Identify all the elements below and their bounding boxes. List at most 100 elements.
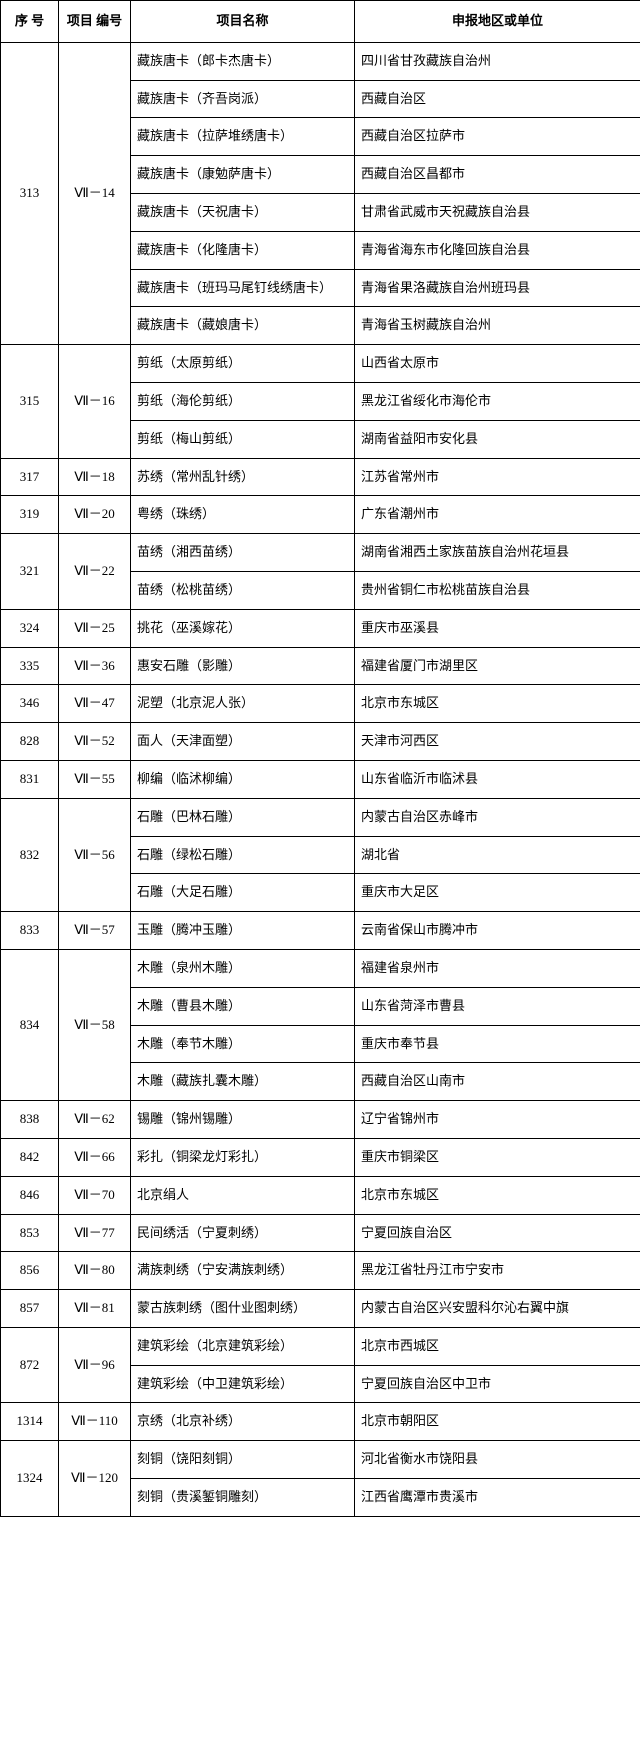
cell-name: 面人（天津面塑） [131, 723, 355, 761]
table-row: 831Ⅶ－55柳编（临沭柳编）山东省临沂市临沭县 [1, 760, 640, 798]
cell-seq: 315 [1, 345, 59, 458]
cell-name: 苗绣（松桃苗绣） [131, 571, 355, 609]
cell-name: 民间绣活（宁夏刺绣） [131, 1214, 355, 1252]
cell-seq: 319 [1, 496, 59, 534]
cell-name: 苏绣（常州乱针绣） [131, 458, 355, 496]
cell-name: 木雕（藏族扎囊木雕） [131, 1063, 355, 1101]
cell-seq: 872 [1, 1327, 59, 1403]
cell-code: Ⅶ－56 [59, 798, 131, 911]
cell-seq: 313 [1, 42, 59, 344]
table-row: 832Ⅶ－56石雕（巴林石雕）内蒙古自治区赤峰市 [1, 798, 640, 836]
cell-unit: 湖北省 [355, 836, 640, 874]
cell-code: Ⅶ－66 [59, 1138, 131, 1176]
cell-unit: 甘肃省武威市天祝藏族自治县 [355, 193, 640, 231]
cell-name: 建筑彩绘（中卫建筑彩绘） [131, 1365, 355, 1403]
table-row: 317Ⅶ－18苏绣（常州乱针绣）江苏省常州市 [1, 458, 640, 496]
cell-code: Ⅶ－36 [59, 647, 131, 685]
cell-code: Ⅶ－70 [59, 1176, 131, 1214]
table-header: 序 号 项目 编号 项目名称 申报地区或单位 [1, 1, 640, 43]
cell-name: 满族刺绣（宁安满族刺绣） [131, 1252, 355, 1290]
cell-unit: 山东省临沂市临沭县 [355, 760, 640, 798]
cell-name: 苗绣（湘西苗绣） [131, 534, 355, 572]
cell-code: Ⅶ－62 [59, 1101, 131, 1139]
cell-name: 剪纸（海伦剪纸） [131, 382, 355, 420]
cell-name: 剪纸（太原剪纸） [131, 345, 355, 383]
table-row: 1324Ⅶ－120刻铜（饶阳刻铜）河北省衡水市饶阳县 [1, 1441, 640, 1479]
table-row: 313Ⅶ－14藏族唐卡（郎卡杰唐卡）四川省甘孜藏族自治州 [1, 42, 640, 80]
cell-name: 柳编（临沭柳编） [131, 760, 355, 798]
col-unit: 申报地区或单位 [355, 1, 640, 43]
cell-seq: 857 [1, 1290, 59, 1328]
table-row: 872Ⅶ－96建筑彩绘（北京建筑彩绘）北京市西城区 [1, 1327, 640, 1365]
cell-name: 木雕（奉节木雕） [131, 1025, 355, 1063]
cell-code: Ⅶ－80 [59, 1252, 131, 1290]
cell-unit: 河北省衡水市饶阳县 [355, 1441, 640, 1479]
cell-name: 玉雕（腾冲玉雕） [131, 912, 355, 950]
cell-name: 木雕（泉州木雕） [131, 949, 355, 987]
cell-name: 藏族唐卡（齐吾岗派） [131, 80, 355, 118]
table-row: 838Ⅶ－62锡雕（锦州锡雕）辽宁省锦州市 [1, 1101, 640, 1139]
table-row: 321Ⅶ－22苗绣（湘西苗绣）湖南省湘西土家族苗族自治州花垣县 [1, 534, 640, 572]
cell-name: 刻铜（饶阳刻铜） [131, 1441, 355, 1479]
cell-name: 蒙古族刺绣（图什业图刺绣） [131, 1290, 355, 1328]
cell-unit: 福建省泉州市 [355, 949, 640, 987]
table-body: 313Ⅶ－14藏族唐卡（郎卡杰唐卡）四川省甘孜藏族自治州藏族唐卡（齐吾岗派）西藏… [1, 42, 640, 1516]
table-row: 856Ⅶ－80满族刺绣（宁安满族刺绣）黑龙江省牡丹江市宁安市 [1, 1252, 640, 1290]
cell-seq: 833 [1, 912, 59, 950]
cell-name: 惠安石雕（影雕） [131, 647, 355, 685]
cell-unit: 江苏省常州市 [355, 458, 640, 496]
table-row: 846Ⅶ－70北京绢人北京市东城区 [1, 1176, 640, 1214]
cell-unit: 宁夏回族自治区中卫市 [355, 1365, 640, 1403]
cell-name: 石雕（绿松石雕） [131, 836, 355, 874]
cell-code: Ⅶ－81 [59, 1290, 131, 1328]
cell-seq: 321 [1, 534, 59, 610]
cell-name: 京绣（北京补绣） [131, 1403, 355, 1441]
cell-name: 粤绣（珠绣） [131, 496, 355, 534]
cell-seq: 828 [1, 723, 59, 761]
table-row: 324Ⅶ－25挑花（巫溪嫁花）重庆市巫溪县 [1, 609, 640, 647]
cell-code: Ⅶ－14 [59, 42, 131, 344]
cell-name: 锡雕（锦州锡雕） [131, 1101, 355, 1139]
cell-code: Ⅶ－52 [59, 723, 131, 761]
cell-name: 建筑彩绘（北京建筑彩绘） [131, 1327, 355, 1365]
cell-code: Ⅶ－96 [59, 1327, 131, 1403]
cell-seq: 1324 [1, 1441, 59, 1517]
cell-name: 藏族唐卡（化隆唐卡） [131, 231, 355, 269]
table-row: 833Ⅶ－57玉雕（腾冲玉雕）云南省保山市腾冲市 [1, 912, 640, 950]
cell-unit: 湖南省湘西土家族苗族自治州花垣县 [355, 534, 640, 572]
cell-unit: 云南省保山市腾冲市 [355, 912, 640, 950]
cell-code: Ⅶ－47 [59, 685, 131, 723]
cell-name: 藏族唐卡（康勉萨唐卡） [131, 156, 355, 194]
cell-unit: 贵州省铜仁市松桃苗族自治县 [355, 571, 640, 609]
cell-unit: 西藏自治区山南市 [355, 1063, 640, 1101]
cell-seq: 856 [1, 1252, 59, 1290]
cell-unit: 天津市河西区 [355, 723, 640, 761]
cell-code: Ⅶ－120 [59, 1441, 131, 1517]
cell-unit: 青海省玉树藏族自治州 [355, 307, 640, 345]
table-row: 853Ⅶ－77民间绣活（宁夏刺绣）宁夏回族自治区 [1, 1214, 640, 1252]
cell-unit: 福建省厦门市湖里区 [355, 647, 640, 685]
table-row: 315Ⅶ－16剪纸（太原剪纸）山西省太原市 [1, 345, 640, 383]
cell-seq: 846 [1, 1176, 59, 1214]
cell-code: Ⅶ－55 [59, 760, 131, 798]
cell-unit: 北京市朝阳区 [355, 1403, 640, 1441]
cell-unit: 西藏自治区昌都市 [355, 156, 640, 194]
cell-code: Ⅶ－110 [59, 1403, 131, 1441]
cell-seq: 838 [1, 1101, 59, 1139]
cell-seq: 842 [1, 1138, 59, 1176]
cell-seq: 834 [1, 949, 59, 1100]
cell-unit: 山东省菏泽市曹县 [355, 987, 640, 1025]
cell-name: 木雕（曹县木雕） [131, 987, 355, 1025]
cell-unit: 黑龙江省牡丹江市宁安市 [355, 1252, 640, 1290]
col-seq: 序 号 [1, 1, 59, 43]
cell-unit: 广东省潮州市 [355, 496, 640, 534]
table-row: 834Ⅶ－58木雕（泉州木雕）福建省泉州市 [1, 949, 640, 987]
cell-name: 刻铜（贵溪錾铜雕刻） [131, 1479, 355, 1517]
cell-name: 藏族唐卡（拉萨堆绣唐卡） [131, 118, 355, 156]
cell-seq: 317 [1, 458, 59, 496]
cell-name: 泥塑（北京泥人张） [131, 685, 355, 723]
cell-name: 剪纸（梅山剪纸） [131, 420, 355, 458]
table-row: 842Ⅶ－66彩扎（铜梁龙灯彩扎）重庆市铜梁区 [1, 1138, 640, 1176]
cell-code: Ⅶ－25 [59, 609, 131, 647]
cell-seq: 335 [1, 647, 59, 685]
